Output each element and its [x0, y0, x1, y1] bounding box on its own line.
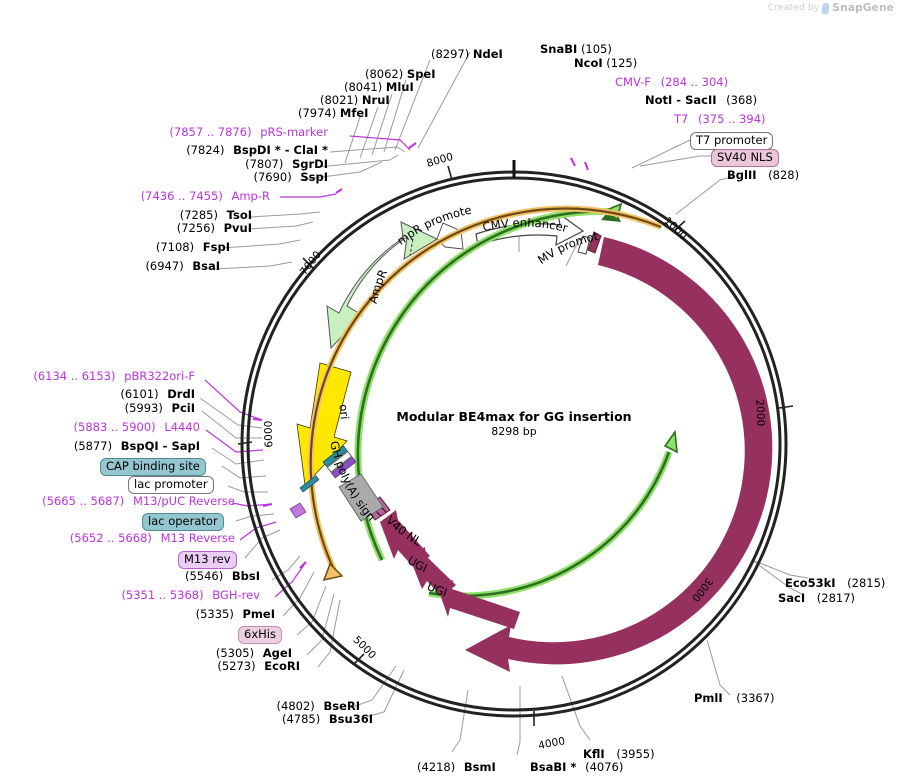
feature-box-cap-binding-site: CAP binding site [100, 458, 206, 477]
leader-lines [199, 51, 809, 756]
feature-cmv-promoter [577, 231, 602, 255]
plasmid-size: 8298 bp [491, 425, 536, 438]
feature-box-lac-operator: lac operator [142, 513, 224, 532]
feature-box-lac-promoter: lac promoter [128, 476, 214, 495]
restriction-ticks [252, 142, 589, 569]
arc-label-cas9: Cas9 [678, 472, 699, 504]
site-label-sgrdi: (7807) SgrDI [245, 157, 328, 171]
site-label-agei: (5305) AgeI [215, 646, 292, 660]
site-label-ecori: (5273) EcoRI [217, 659, 300, 673]
site-label-sspi: (7690) SspI [253, 170, 328, 184]
watermark-brand: SnapGene [832, 2, 894, 14]
svg-text:6000: 6000 [263, 421, 276, 448]
site-label-ncoi: NcoI (125) [574, 56, 638, 70]
primer-label-amp-r: (7436 .. 7455) Amp-R [140, 189, 270, 203]
site-label-pcii: (5993) PciI [124, 401, 195, 415]
site-label-bsai: (6947) BsaI [145, 259, 220, 273]
site-label-mfei: (7974) MfeI [298, 106, 369, 120]
arc-label-ori: ori [336, 403, 352, 420]
site-label-bsabi: BsaBI * (4076) [530, 760, 624, 774]
svg-text:4000: 4000 [537, 735, 566, 752]
primer-label-pbr322ori-f: (6134 .. 6153) pBR322ori-F [33, 369, 195, 383]
site-label-snabi: SnaBI (105) [540, 42, 612, 56]
site-label-nrui: (8021) NruI [320, 93, 390, 107]
site-label-noti-sacii: NotI - SacII (368) [645, 93, 758, 107]
arc-label-cmv-enhancer: CMV enhancer [481, 216, 569, 236]
site-label-mlui: (8041) MluI [344, 80, 414, 94]
feature-box-m13-rev: M13 rev [178, 551, 237, 570]
feature-box-6xhis: 6xHis [238, 626, 282, 645]
site-label-bsu36i: (4785) Bsu36I [282, 712, 373, 726]
site-label-drdi: (6101) DrdI [120, 387, 195, 401]
feature-gray-block [338, 473, 384, 522]
svg-text:8000: 8000 [425, 151, 454, 170]
tick-label-8000: 8000 [425, 151, 454, 170]
svg-text:Cas9: Cas9 [678, 472, 699, 504]
site-label-spei: (8062) SpeI [365, 67, 436, 81]
site-label-pmei: (5335) PmeI [195, 607, 275, 621]
svg-text:2000: 2000 [753, 399, 766, 426]
features-lac-cluster [289, 445, 357, 519]
primer-label-m13-puc-reverse: (5665 .. 5687) M13/pUC Reverse [42, 494, 235, 508]
site-label-bspqi-sapi: (5877) BspQI - SapI [73, 439, 200, 453]
primer-label-t7: T7 (375 .. 394) [674, 112, 766, 126]
tick-label-4000: 4000 [537, 735, 566, 752]
site-label-bspdi-clai: (7824) BspDI * - ClaI * [186, 143, 328, 157]
snapgene-watermark: Created by SnapGene [768, 2, 894, 14]
site-label-fspi: (7108) FspI [155, 240, 230, 254]
tick-label-6000: 6000 [263, 421, 276, 448]
primer-label-m13-reverse: (5652 .. 5668) M13 Reverse [69, 531, 235, 545]
arc-green-inner [428, 429, 678, 600]
plasmid-title: Modular BE4max for GG insertion [396, 409, 631, 424]
feature-ugi-arrows [364, 496, 520, 629]
feature-box-t7-promoter: T7 promoter [690, 132, 774, 151]
site-label-eco53ki: Eco53kI (2815) [785, 576, 886, 590]
site-label-bglii: BglII (828) [727, 168, 800, 182]
site-label-bbsi: (5546) BbsI [184, 569, 260, 583]
site-label-saci: SacI (2817) [778, 591, 856, 605]
feature-box-sv40-nls: SV40 NLS [711, 149, 779, 168]
site-label-kfli: KflI (3955) [583, 747, 655, 761]
site-label-ndei: (8297) NdeI [431, 47, 503, 61]
watermark-prefix: Created by [767, 3, 820, 13]
site-label-pmli: PmlI (3367) [694, 691, 775, 705]
svg-text:CMV enhancer: CMV enhancer [481, 216, 569, 236]
arc-green-outer [354, 202, 623, 562]
primer-label-l4440: (5883 .. 5900) L4440 [73, 420, 200, 434]
svg-text:ori: ori [336, 403, 352, 420]
site-label-bseri: (4802) BseRI [276, 699, 360, 713]
site-label-bsmi: (4218) BsmI [417, 760, 496, 774]
primer-label-prs-marker: (7857 .. 7876) pRS-marker [169, 125, 328, 139]
tick-label-2000: 2000 [753, 399, 766, 426]
site-label-tsoi: (7285) TsoI [179, 208, 252, 222]
primer-label-bgh-rev: (5351 .. 5368) BGH-rev [121, 588, 260, 602]
primer-label-cmv-f: CMV-F (284 .. 304) [615, 75, 729, 89]
site-label-pvui: (7256) PvuI [176, 221, 252, 235]
